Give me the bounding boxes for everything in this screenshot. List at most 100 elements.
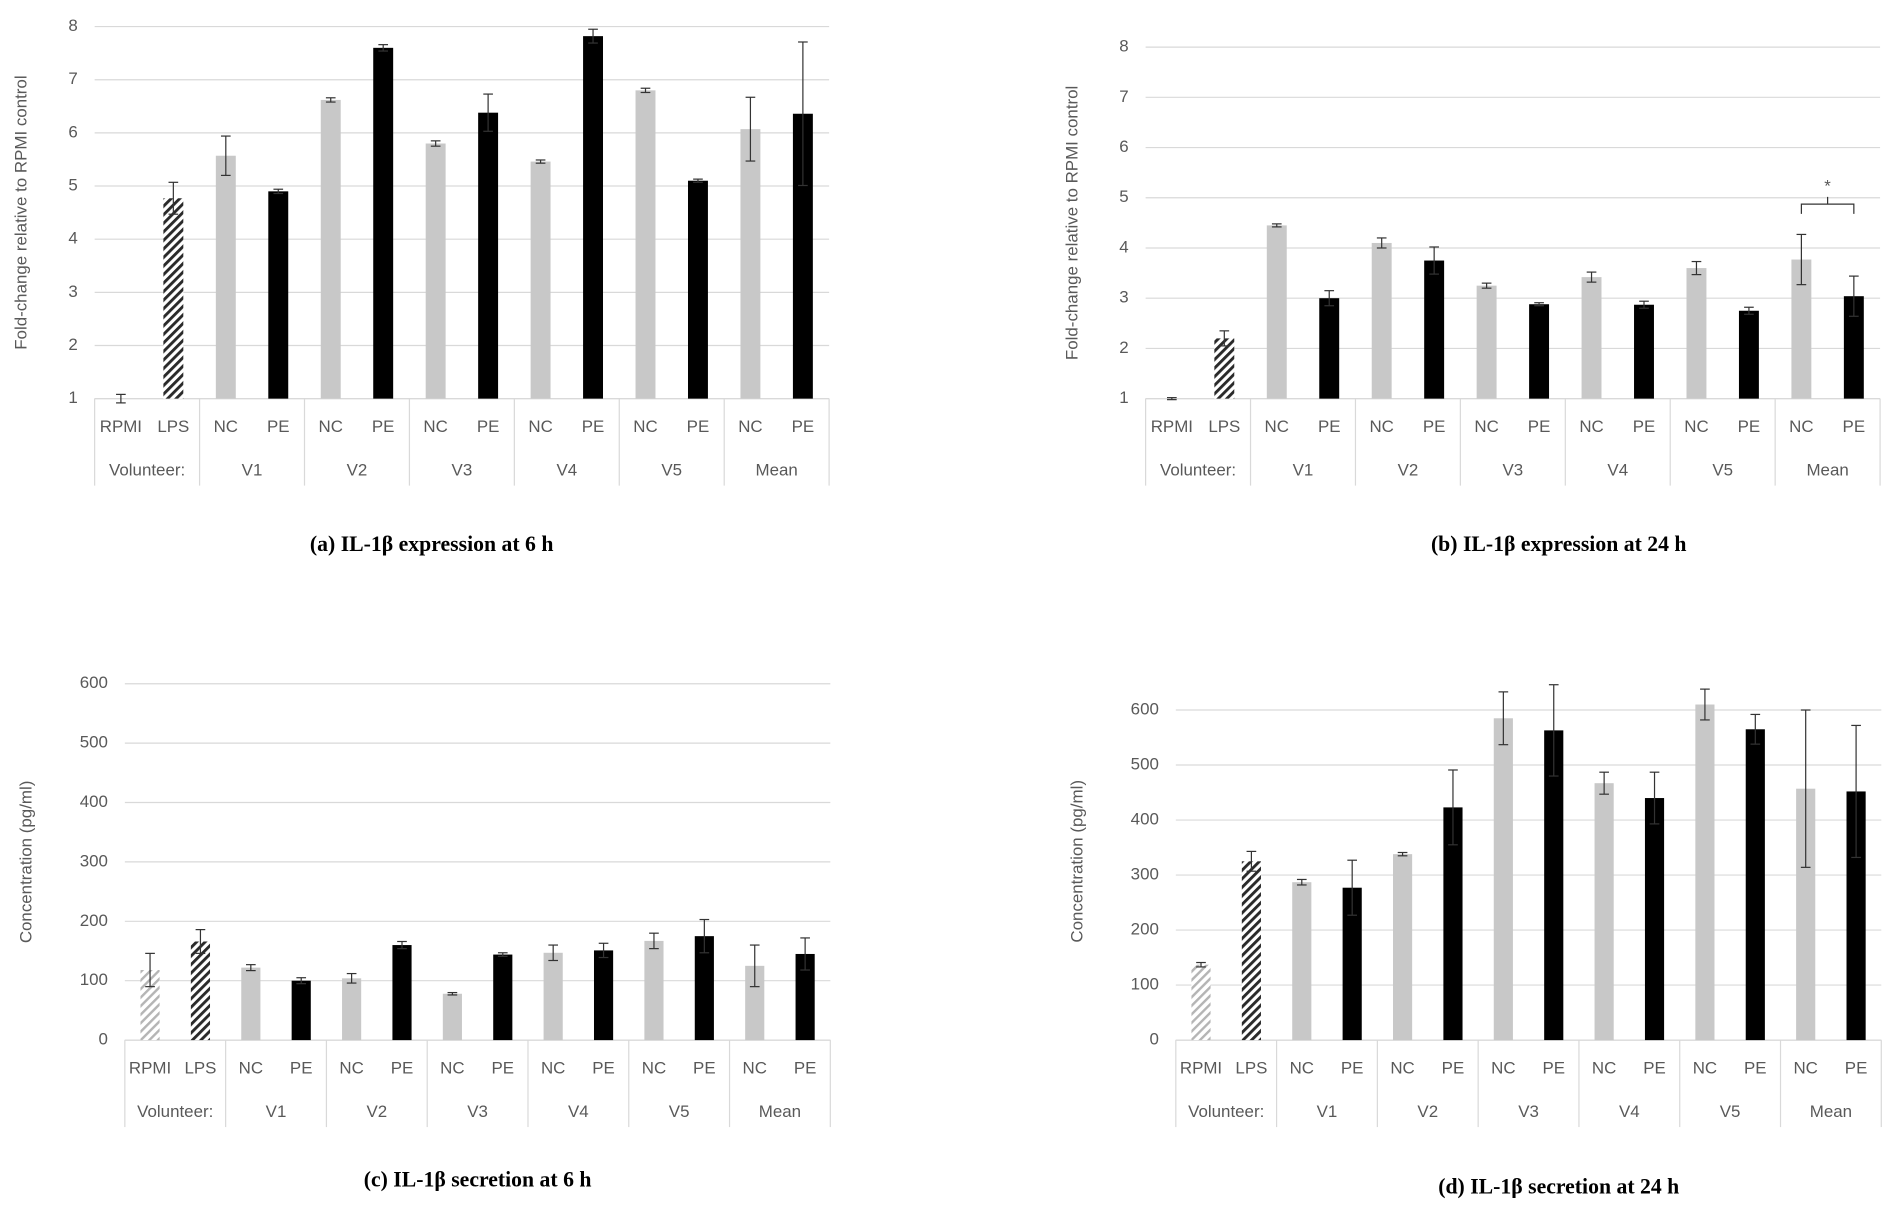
bar	[320, 99, 341, 399]
bar	[635, 90, 656, 399]
x-tick-label: PE	[687, 417, 710, 436]
x-tick-label: PE	[1341, 1059, 1364, 1078]
bar	[792, 113, 813, 399]
x-tick-label: PE	[290, 1059, 313, 1078]
error-bar	[649, 932, 659, 950]
bar	[1843, 296, 1864, 399]
x-tick-label: NC	[339, 1059, 363, 1078]
group-label: V2	[1417, 1102, 1438, 1121]
error-bar	[346, 972, 357, 984]
bar	[1392, 854, 1413, 1041]
group-label: Volunteer:	[137, 1102, 213, 1121]
group-label: Mean	[1806, 461, 1848, 480]
bar	[1424, 260, 1445, 399]
bar	[1796, 788, 1816, 1041]
y-tick-label: 6	[1119, 137, 1128, 156]
bar	[1241, 861, 1261, 1041]
y-tick-label: 1	[1119, 388, 1128, 407]
error-bar	[745, 96, 756, 162]
error-bar	[1324, 290, 1335, 307]
y-tick-label: 4	[1119, 237, 1128, 256]
x-tick-label: PE	[372, 417, 395, 436]
bar	[163, 198, 184, 399]
x-tick-label: NC	[440, 1059, 464, 1078]
group-label: Mean	[759, 1102, 801, 1121]
bar	[1581, 277, 1602, 399]
x-tick-label: LPS	[184, 1059, 216, 1078]
x-tick-label: NC	[633, 417, 657, 436]
bar	[1634, 304, 1654, 399]
error-bar	[1599, 771, 1609, 795]
x-tick-label: PE	[1633, 417, 1656, 436]
x-tick-label: RPMI	[1151, 417, 1193, 436]
error-bar	[116, 393, 126, 404]
error-bar	[1750, 713, 1761, 745]
x-tick-label: NC	[1290, 1059, 1314, 1078]
y-tick-label: 8	[68, 16, 77, 35]
group-label: V3	[1518, 1102, 1539, 1121]
error-bar	[483, 93, 493, 132]
bar	[1476, 285, 1497, 399]
error-bar	[195, 929, 206, 954]
y-tick-label: 7	[1119, 87, 1128, 106]
group-label: Volunteer:	[1188, 1102, 1264, 1121]
error-bar	[1700, 688, 1710, 721]
y-tick-label: 2	[68, 335, 77, 354]
bar	[1791, 259, 1812, 399]
error-bar	[1851, 724, 1861, 859]
error-bar	[800, 937, 810, 971]
x-tick-label: PE	[477, 417, 500, 436]
x-tick-label: NC	[1793, 1059, 1817, 1078]
bar	[442, 993, 462, 1041]
group-label: V2	[347, 461, 368, 480]
x-tick-label: LPS	[1235, 1059, 1267, 1078]
bar	[795, 953, 815, 1041]
bar	[1846, 791, 1866, 1041]
x-tick-label: NC	[1592, 1059, 1616, 1078]
y-tick-label: 500	[80, 733, 108, 752]
group-label: V1	[242, 461, 263, 480]
error-bar	[1429, 246, 1439, 275]
y-axis-label: Fold-change relative to RPMI control	[1063, 86, 1082, 360]
x-tick-label: NC	[1390, 1059, 1414, 1078]
x-tick-label: NC	[1491, 1059, 1515, 1078]
bar	[190, 941, 211, 1041]
y-tick-label: 500	[1131, 755, 1159, 774]
bar	[740, 129, 761, 399]
group-label: V2	[366, 1102, 387, 1121]
error-bar	[430, 140, 441, 147]
y-tick-label: 600	[80, 673, 108, 692]
x-tick-label: RPMI	[100, 417, 142, 436]
group-label: Volunteer:	[109, 461, 185, 480]
bar	[493, 954, 513, 1041]
y-tick-label: 200	[80, 911, 108, 930]
bar	[1686, 268, 1707, 399]
group-label: V1	[266, 1102, 287, 1121]
x-tick-label: NC	[423, 417, 447, 436]
y-tick-label: 2	[1119, 338, 1128, 357]
group-label: V4	[556, 461, 577, 480]
x-tick-label: NC	[1474, 417, 1498, 436]
error-bar	[598, 942, 609, 959]
x-tick-label: PE	[1442, 1059, 1465, 1078]
error-bar	[168, 181, 179, 215]
x-tick-label: NC	[541, 1059, 565, 1078]
bar	[1292, 882, 1312, 1041]
y-tick-label: 600	[1131, 699, 1159, 718]
x-tick-label: PE	[267, 417, 290, 436]
error-bar	[1639, 300, 1649, 309]
bar	[140, 970, 160, 1041]
x-tick-label: NC	[1369, 417, 1393, 436]
chart-panel: 0 100 200 300 400 500 600 Concentration (pg/ml)…	[1067, 684, 1882, 1199]
y-tick-label: 5	[68, 176, 77, 195]
error-bar	[1296, 878, 1307, 886]
bar	[1644, 798, 1665, 1041]
bar	[268, 191, 289, 399]
error-bar	[1586, 271, 1597, 283]
error-bar	[1691, 260, 1702, 276]
error-bar	[1744, 306, 1754, 315]
x-tick-label: PE	[693, 1059, 716, 1078]
x-tick-label: PE	[1318, 417, 1341, 436]
caption: (c) IL-1β secretion at 6 h	[364, 1167, 592, 1191]
error-bar	[749, 944, 760, 988]
